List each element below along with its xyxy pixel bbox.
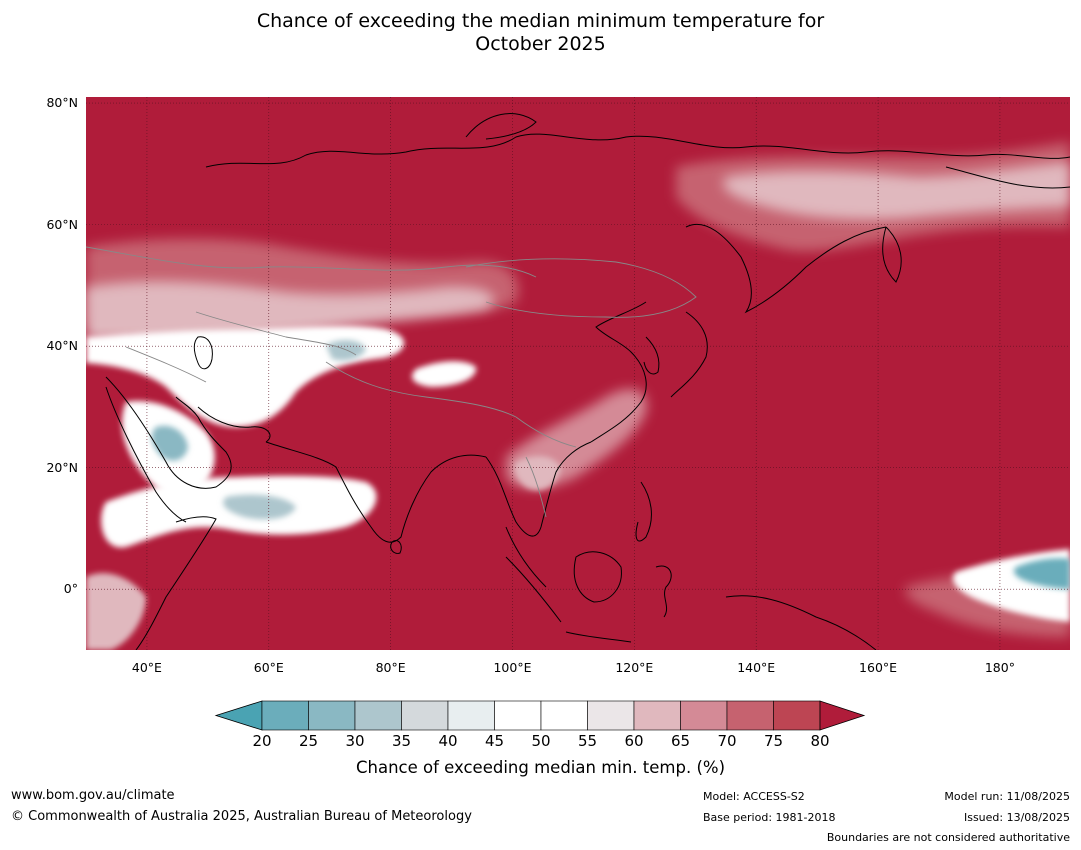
title-line-2: October 2025 xyxy=(475,33,606,55)
colorbar-tick-label: 65 xyxy=(670,732,691,750)
coastline-caspian xyxy=(193,336,213,370)
colorbar-tick-label: 75 xyxy=(763,732,784,750)
coastline-borneo xyxy=(573,551,622,603)
shade-east-siberia-light xyxy=(723,162,1070,220)
lat-tick-label: 80°N xyxy=(46,95,78,111)
boundary-indochina xyxy=(525,456,547,518)
colorbar-tick-label: 50 xyxy=(531,732,551,750)
boundary-himalaya xyxy=(325,361,517,418)
colorbar-segment xyxy=(308,700,356,731)
map-canvas xyxy=(86,97,1070,650)
boundary-middle-east xyxy=(125,346,207,383)
lon-tick-label: 120°E xyxy=(615,660,654,675)
coastline-kamchatka xyxy=(882,226,902,283)
footer-model: Model: ACCESS-S2 xyxy=(703,790,805,803)
lon-tick-label: 100°E xyxy=(493,660,532,675)
coastline-malay xyxy=(505,526,547,588)
map-gridlines xyxy=(86,97,1070,650)
footer-disclaimer: Boundaries are not considered authoritat… xyxy=(826,831,1070,844)
shade-tarim-basin xyxy=(411,361,477,387)
colorbar-segment xyxy=(726,700,774,731)
coastline-java xyxy=(565,631,632,643)
shade-arabia-blue xyxy=(151,425,188,461)
shade-central-asia-light xyxy=(86,281,494,340)
coastline-arabia xyxy=(105,376,232,489)
coastline-persian-gulf xyxy=(197,406,271,443)
colorbar-tick-label: 70 xyxy=(717,732,737,750)
probability-shading xyxy=(86,142,1070,650)
lat-tick-label: 60°N xyxy=(46,216,78,232)
coastline-horn-africa xyxy=(135,516,217,650)
boundary-kazakhstan-russia xyxy=(86,246,537,278)
lat-tick-label: 0° xyxy=(63,581,78,597)
boundary-china-southeast xyxy=(515,416,577,448)
probability-map xyxy=(86,97,1070,650)
colorbar-segment xyxy=(773,700,821,731)
colorbar-tick-label: 30 xyxy=(345,732,365,750)
lon-tick-label: 80°E xyxy=(375,660,406,675)
colorbar-tick-label: 60 xyxy=(624,732,644,750)
colorbar-segment xyxy=(261,700,309,731)
colorbar-segment xyxy=(680,700,728,731)
colorbar-below-extension xyxy=(214,700,263,731)
footer-issued: Issued: 13/08/2025 xyxy=(963,811,1070,824)
colorbar-above-extension xyxy=(819,700,866,731)
map-title: Chance of exceeding the median minimum t… xyxy=(0,10,1081,56)
colorbar-segment xyxy=(401,700,449,731)
colorbar-tick-label: 25 xyxy=(298,732,319,750)
colorbar-label: Chance of exceeding median min. temp. (%… xyxy=(355,758,726,777)
coastlines xyxy=(105,113,1070,650)
coastline-indochina xyxy=(485,441,592,537)
coastline-india xyxy=(265,441,487,543)
colorbar-segment xyxy=(494,700,542,731)
colorbar-tick-label: 80 xyxy=(810,732,830,750)
coastline-sri-lanka xyxy=(390,539,402,554)
colorbar-tick-label: 55 xyxy=(577,732,598,750)
footer-model-run: Model run: 11/08/2025 xyxy=(944,790,1070,803)
coastline-new-guinea xyxy=(725,595,877,650)
coastline-chukotka xyxy=(945,166,1070,189)
lon-tick-label: 180° xyxy=(984,660,1015,675)
boundary-central-asia xyxy=(195,311,357,356)
lon-tick-label: 60°E xyxy=(253,660,284,675)
lon-tick-label: 160°E xyxy=(859,660,898,675)
colorbar-tick-label: 20 xyxy=(252,732,272,750)
coastline-philippines xyxy=(635,481,652,542)
colorbar-segment xyxy=(540,700,588,731)
colorbar-tick-label: 40 xyxy=(438,732,458,750)
colorbar xyxy=(0,698,1081,740)
colorbar-graphic xyxy=(214,700,866,731)
lon-tick-label: 40°E xyxy=(131,660,162,675)
colorbar-tick-label: 35 xyxy=(391,732,412,750)
coastline-taymyr xyxy=(465,113,537,140)
coastline-red-sea xyxy=(105,386,187,523)
shade-east-africa xyxy=(86,573,146,650)
coastline-china xyxy=(590,301,647,443)
shade-middle-east-white xyxy=(86,325,405,427)
country-boundaries xyxy=(86,246,697,518)
shade-indochina-light xyxy=(514,456,561,491)
coastline-sakhalin-okhotsk xyxy=(685,223,887,314)
colorbar-segment xyxy=(447,700,495,731)
colorbar-segment xyxy=(354,700,402,731)
lat-tick-label: 20°N xyxy=(46,459,78,475)
shade-arabian-sea-blue xyxy=(223,494,296,520)
coastline-sulawesi xyxy=(655,565,672,618)
lon-tick-label: 140°E xyxy=(737,660,776,675)
coastline-arctic xyxy=(205,133,1070,168)
shade-equatorial-pacific-blue xyxy=(1013,558,1070,589)
footer-copyright: © Commonwealth of Australia 2025, Austra… xyxy=(11,809,472,824)
colorbar-segment xyxy=(633,700,681,731)
footer-base-period: Base period: 1981-2018 xyxy=(703,811,836,824)
coastline-korea xyxy=(643,336,660,375)
boundary-mongolia xyxy=(465,258,697,318)
footer-url: www.bom.gov.au/climate xyxy=(11,788,175,803)
title-line-1: Chance of exceeding the median minimum t… xyxy=(256,10,825,32)
lat-tick-label: 40°N xyxy=(46,338,78,354)
coastline-japan xyxy=(670,311,708,398)
colorbar-tick-label: 45 xyxy=(484,732,505,750)
colorbar-segment xyxy=(587,700,635,731)
coastline-sumatra xyxy=(505,556,562,623)
